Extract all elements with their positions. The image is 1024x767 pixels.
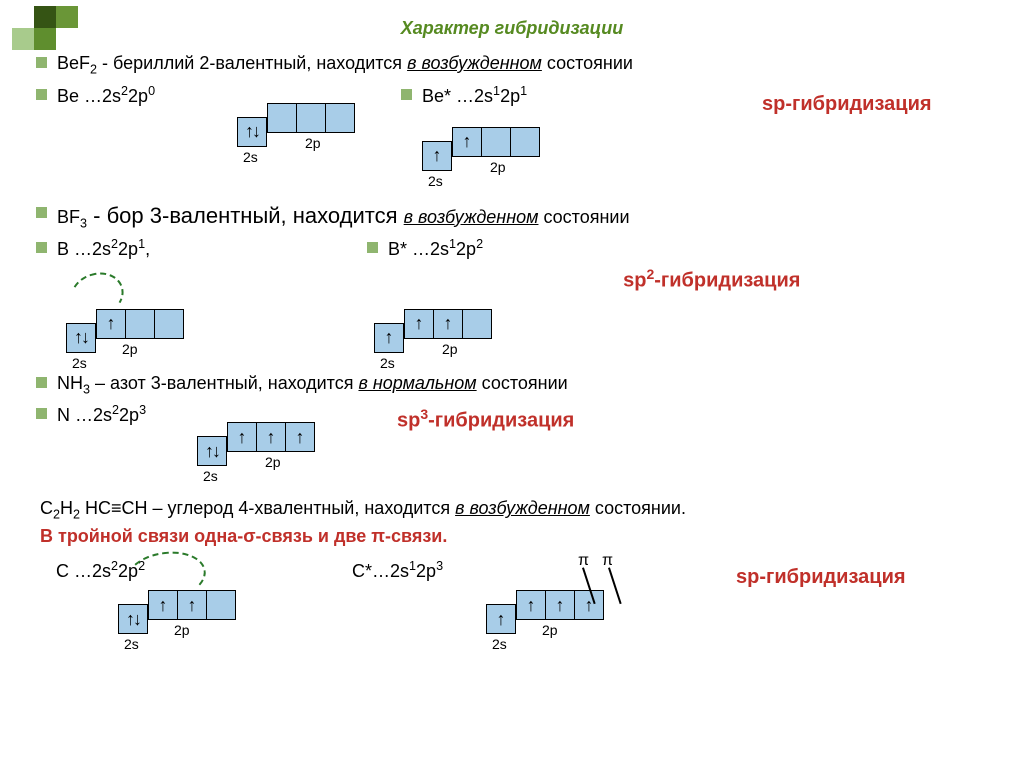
config: N …2s [57,405,112,425]
orbital-diagram: 2s2p [237,83,377,147]
pi-line-icon [608,568,622,605]
page-title: Характер гибридизации [0,0,1024,39]
orbital-diagram: 2s2p [374,289,514,353]
hybridization-label: sp-гибридизация [762,93,932,116]
config: B …2s [57,239,111,259]
config-excited: Be* …2s [422,86,493,106]
bullet-icon [36,377,47,388]
txt: BeF [57,53,90,73]
hybridization-label: sp2-гибридизация [623,266,800,293]
config: Be …2s [57,86,121,106]
orbital-diagram: 2s2p [66,289,206,353]
bullet-icon [36,408,47,419]
config-excited: C*…2s12p3 [352,558,443,583]
orbital-diagram: 2s2p [422,107,562,171]
hybridization-label: sp3-гибридизация [397,406,574,433]
bullet-icon [36,57,47,68]
section-3-line: NH3 – азот 3-валентный, находится в норм… [36,371,988,399]
bullet-icon [36,207,47,218]
orbital-diagram: 2s2p π π [486,570,626,634]
orbital-diagram: 2s2p [197,402,337,466]
bullet-icon [36,89,47,100]
config-excited: B* …2s [388,239,449,259]
section-4-line1: C2H2 HC≡CH – углерод 4-хвалентный, наход… [40,496,988,524]
orbital-diagram: 2s2p [118,570,258,634]
bullet-icon [36,242,47,253]
bullet-icon [401,89,412,100]
section-1-line: BeF2 - бериллий 2-валентный, находится в… [36,51,988,79]
section-2-line: BF3 - бор 3-валентный, находится в возбу… [36,201,988,233]
hybridization-label: sp-гибридизация [736,566,906,589]
bullet-icon [367,242,378,253]
section-4-line2: В тройной связи одна-σ-связь и две π-свя… [40,524,988,548]
